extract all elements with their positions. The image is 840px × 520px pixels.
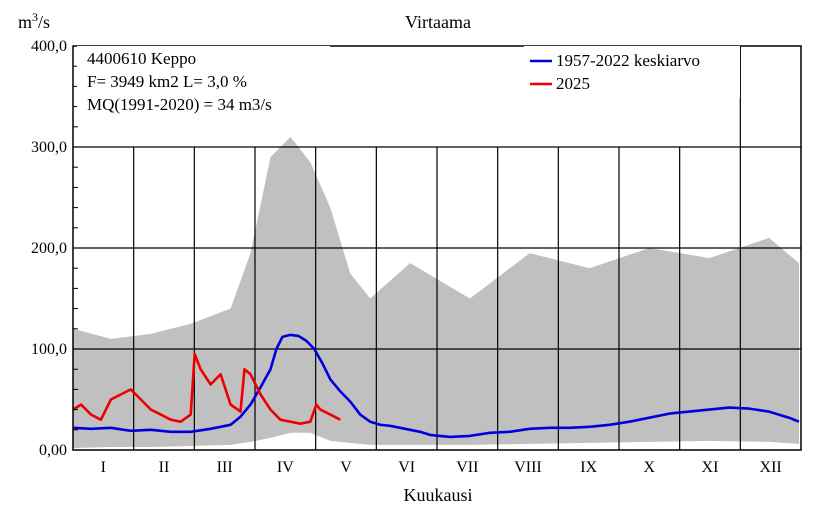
month-label: X [644, 459, 656, 476]
average-flow-line [72, 333, 800, 439]
catchment-info: F= 3949 km2 L= 3,0 % [87, 72, 247, 91]
chart-title: Virtaama [405, 12, 471, 32]
min-max-range-layer [73, 136, 799, 448]
station-name: 4400610 Keppo [87, 49, 196, 68]
y-tick-label: 400,0 [31, 38, 67, 55]
month-label: IV [277, 459, 294, 476]
y-axis-label: m3/s [18, 10, 50, 32]
min-max-range-area [73, 136, 799, 448]
y-axis-label-rest: /s [38, 12, 50, 32]
legend-label-2025: 2025 [556, 74, 590, 93]
y-tick-label: 0,00 [39, 442, 67, 459]
series-layer [72, 333, 800, 439]
x-axis-label: Kuukausi [404, 485, 473, 505]
mean-flow-info: MQ(1991-2020) = 34 m3/s [87, 95, 272, 114]
y-tick-label: 200,0 [31, 240, 67, 257]
month-label: XI [702, 459, 719, 476]
y-tick-label: 100,0 [31, 341, 67, 358]
month-label: V [340, 459, 352, 476]
month-label: II [159, 459, 170, 476]
month-label: III [217, 459, 233, 476]
month-label: IX [580, 459, 597, 476]
legend: 1957-2022 keskiarvo 2025 [524, 46, 740, 98]
y-axis-label-sup: 3 [32, 10, 38, 24]
flow-2025-line [72, 352, 341, 426]
month-label: I [101, 459, 106, 476]
month-label: VII [456, 459, 478, 476]
station-info: 4400610 Keppo F= 3949 km2 L= 3,0 % MQ(19… [77, 46, 330, 126]
month-label: XII [760, 459, 782, 476]
y-axis-label-base: m [18, 12, 32, 32]
month-label: VI [398, 459, 415, 476]
y-tick-label: 300,0 [31, 139, 67, 156]
month-label: VIII [514, 459, 542, 476]
legend-label-average: 1957-2022 keskiarvo [556, 51, 700, 70]
grid-layer [73, 46, 801, 450]
